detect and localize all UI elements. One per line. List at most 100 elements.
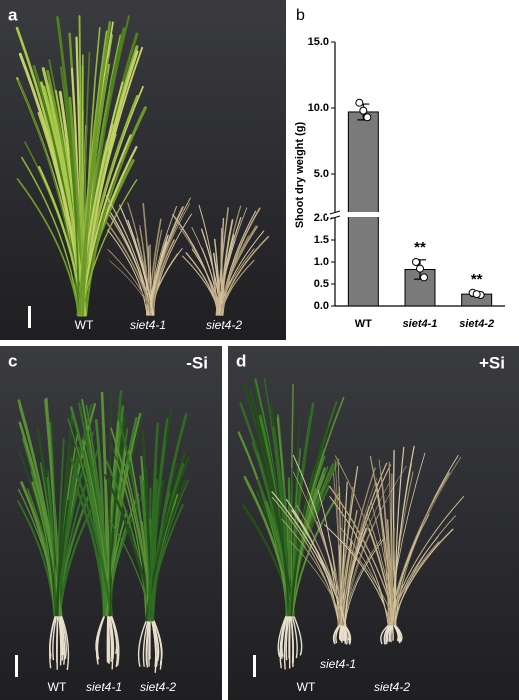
leaf [216,217,242,316]
root [52,614,58,661]
data-point [359,106,368,115]
root [59,614,66,665]
root [342,624,348,645]
leaf [79,142,98,316]
leaf [16,178,80,316]
leaf [389,536,439,626]
root [60,614,70,671]
y-tick-label: 1.5 [314,234,329,246]
y-tick-label: 15.0 [308,36,329,48]
data-point [355,98,364,107]
root [380,624,390,645]
root [148,619,151,667]
leaf [394,515,456,626]
leaf [115,460,147,621]
leaf [71,460,113,617]
leaf [147,440,167,622]
scale-bar [253,655,256,677]
plant-label: siet4-1 [130,318,166,332]
leaf [139,224,151,316]
data-point [363,113,372,122]
root [49,614,57,657]
leaf [271,496,340,626]
root [291,614,298,659]
panel-label: b [296,7,305,24]
root [281,614,289,657]
root [292,614,303,656]
root [58,614,63,656]
leaf [329,496,389,626]
y-axis-label: Shoot dry weight (g) [294,122,306,229]
root [333,624,341,645]
leaf [392,456,462,626]
leaf [369,455,390,626]
leaf [285,396,345,616]
leaf [191,248,223,316]
plant-label: siet4-2 [140,680,176,694]
leaf [105,194,152,316]
data-point [416,264,424,273]
root [277,614,288,658]
leaf [344,465,407,626]
leaf [17,79,81,316]
leaf [47,470,56,616]
plant-label: WT [75,318,94,332]
data-point [472,290,481,299]
condition-label: +Si [479,353,505,372]
leaf [255,412,290,616]
leaf [60,66,80,316]
axis-break-mark [329,210,341,220]
leaf [290,425,329,617]
leaf [337,509,358,626]
y-tick-label: 0.5 [314,278,329,290]
root [59,614,67,660]
bar-chart: 0.0 0.5 1.0 1.5 2.0 5.0 10.0 15.0 WT siet4-1 siet4… [308,36,505,330]
leaf [55,424,73,617]
root [108,614,115,660]
leaf [338,544,342,626]
root [151,619,159,667]
leaf [388,496,465,626]
root [152,619,163,670]
x-tick-label: siet4-1 [403,318,438,330]
y-tick-label: 1.0 [314,256,329,268]
plants [15,15,465,673]
leaf [281,518,343,626]
leaf [109,391,113,616]
root [390,624,393,643]
leaf [324,524,391,626]
root [279,614,288,669]
plant-label: siet4-1 [320,657,356,671]
x-tick-label: WT [355,318,372,330]
leaf [387,472,450,626]
root [109,614,118,654]
leaf [107,229,148,316]
root [142,619,149,667]
leaf [378,459,390,626]
root [285,614,290,661]
data-point [420,273,428,282]
y-tick-label: 0.0 [314,300,329,312]
leaf [94,419,106,617]
significance: ** [414,239,426,256]
leaf [392,445,415,626]
data-point [412,258,420,266]
root [137,619,148,667]
significance: ** [471,271,483,288]
root [108,614,113,662]
leaf [172,213,219,316]
root [145,619,150,665]
leaf [337,504,343,626]
leaf [375,482,393,626]
leaf [104,502,122,616]
y-tick-label: 5.0 [314,168,329,180]
panel-label: a [8,5,18,24]
root [394,624,403,643]
leaf [152,239,175,316]
root [340,624,343,641]
scale-bar [15,655,18,677]
plant-label: siet4-1 [86,680,122,694]
leaf [220,227,222,316]
plant-label: WT [48,680,67,694]
